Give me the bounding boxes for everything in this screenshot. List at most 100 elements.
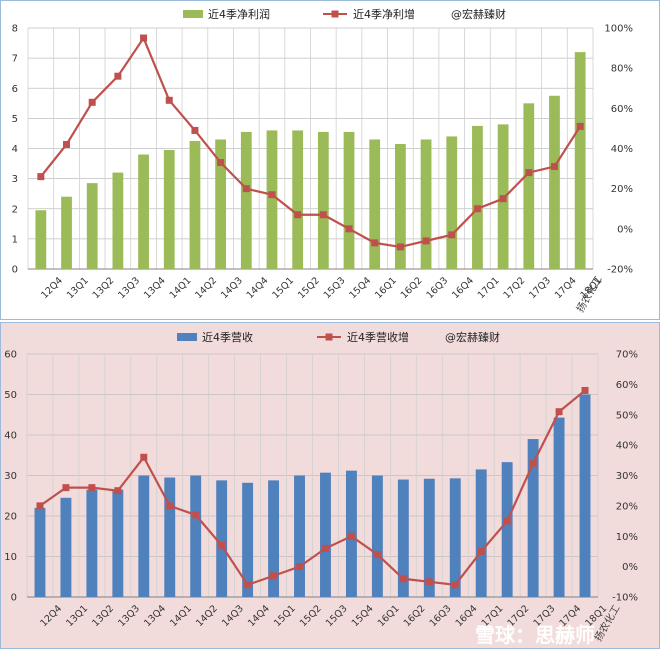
bar [574,52,586,269]
growth-marker [88,484,96,492]
y-right-tick-label: -20% [607,265,633,276]
growth-marker [62,484,70,492]
growth-marker [244,581,252,589]
y-right-tick-label: 20% [611,184,633,195]
legend-extra-label: @宏赫臻财 [445,330,500,344]
growth-marker [550,163,558,171]
growth-marker [425,578,433,586]
y-left-tick-label: 7 [12,54,18,65]
y-right-tick-label: 0% [622,562,638,573]
bar [472,125,483,269]
growth-marker [555,408,563,416]
y-right-tick-label: 40% [611,144,633,155]
y-left-tick-label: 2 [12,204,18,215]
bar [553,417,565,597]
growth-line [39,389,586,587]
bar [189,140,201,269]
legend-label-line: 近4季净利增 [353,7,415,21]
growth-marker [422,237,430,245]
bar [475,469,487,597]
y-right-tick-label: 70% [616,350,638,361]
growth-marker [477,547,485,555]
growth-line [39,35,582,249]
growth-marker [114,72,122,80]
bar [112,489,124,597]
growth-marker [88,98,96,106]
y-right-tick-label: 40% [616,441,638,452]
bar [394,143,406,269]
bar [320,472,331,597]
legend-label-bar: 近4季营收 [202,330,253,344]
growth-marker [114,487,122,495]
bar [449,478,461,597]
y-right-tick-label: 60% [611,104,633,115]
bar [420,139,432,269]
bar [61,196,72,269]
y-left-tick-label: 3 [12,174,18,185]
y-right-tick-label: 80% [611,64,633,75]
legend-extra-label: @宏赫臻财 [451,7,506,21]
bar [242,482,254,597]
bar [215,139,227,269]
y-left-tick-label: 30 [4,471,17,482]
growth-marker [503,517,511,525]
bar [86,183,98,269]
y-left-tick-label: 40 [4,431,17,442]
bar [34,507,46,597]
growth-marker [473,205,481,213]
bar [86,489,98,597]
bar [190,475,202,597]
bar [112,172,124,269]
growth-marker [270,572,278,580]
bar [216,480,228,597]
growth-marker [140,34,148,42]
growth-marker [499,195,507,203]
bar [138,154,149,269]
growth-marker [192,511,200,519]
y-right-tick-label: 60% [616,380,638,391]
growth-marker [242,185,250,193]
growth-marker [321,544,329,552]
growth-marker [347,532,355,540]
y-left-tick-label: 50 [4,390,17,401]
bar [240,131,252,269]
y-left-tick-label: 4 [12,144,18,155]
bar [423,478,435,597]
growth-marker [451,581,459,589]
growth-marker [371,239,379,247]
growth-marker [63,140,71,148]
legend-swatch-bar [177,333,197,341]
y-right-tick-label: 30% [616,471,638,482]
growth-marker [217,159,225,167]
bar [343,131,355,269]
y-right-tick-label: 100% [604,24,633,35]
y-left-tick-label: 5 [12,114,18,125]
y-left-tick-label: 6 [12,84,18,95]
bar [268,480,280,597]
bar [397,479,409,597]
growth-marker [576,122,584,130]
legend-label-bar: 近4季净利润 [208,7,270,21]
growth-marker [345,225,353,233]
bar [549,95,560,269]
growth-marker [396,243,404,251]
legend-label-line: 近4季营收增 [347,330,409,344]
growth-marker [529,459,537,467]
y-left-tick-label: 0 [11,593,17,604]
legend-swatch-marker [325,333,333,341]
growth-marker [525,169,533,177]
growth-marker [448,231,456,239]
y-left-tick-label: 60 [4,350,17,361]
bar [371,475,383,597]
bar [527,439,539,597]
legend-swatch-marker [331,10,339,18]
growth-marker [399,575,407,583]
bar [266,130,278,269]
growth-marker [373,550,381,558]
y-left-tick-label: 1 [12,234,18,245]
bar [292,130,304,269]
bar [163,150,175,269]
growth-marker [319,211,327,219]
